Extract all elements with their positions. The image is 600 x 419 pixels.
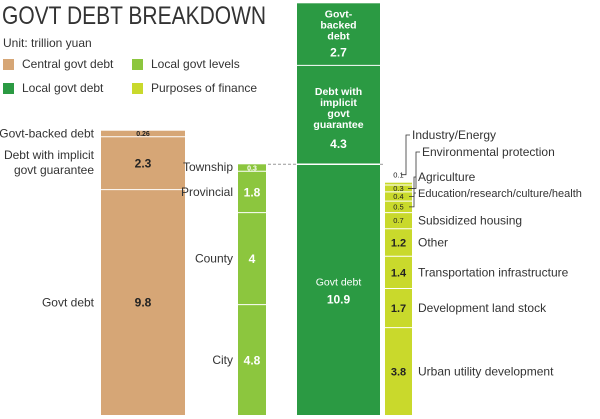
data-label: 0.26 — [136, 131, 150, 138]
bar-segment — [101, 189, 185, 415]
legend-purposes: Purposes of finance — [132, 81, 257, 95]
data-label: 1.8 — [244, 185, 261, 199]
bar-segment — [238, 212, 266, 305]
category-label: govt — [327, 108, 350, 120]
bar-segment — [238, 171, 266, 213]
data-label: 1.2 — [391, 238, 406, 250]
bar-segment — [385, 185, 412, 192]
data-label: 0.3 — [247, 165, 257, 172]
bar-segment — [297, 164, 380, 415]
category-label: Industry/Energy — [412, 128, 496, 142]
bar-segment — [385, 228, 412, 257]
category-label: Development land stock — [418, 301, 547, 315]
data-label: 10.9 — [327, 293, 351, 307]
bar-segment — [385, 201, 412, 213]
bar-segment — [101, 136, 185, 190]
data-label: 9.8 — [135, 296, 152, 310]
category-label: Govt debt — [42, 295, 95, 309]
data-label: 4 — [249, 252, 256, 266]
category-label: govt guarantee — [14, 163, 94, 177]
data-label: 3.8 — [391, 366, 406, 378]
category-label: Provincial — [181, 185, 233, 199]
bar-segment — [385, 327, 412, 415]
bar-segment — [297, 65, 380, 165]
category-label: Township — [183, 160, 233, 174]
category-label: Govt- — [325, 8, 353, 20]
category-label: Agriculture — [418, 170, 476, 184]
data-label: 0.1 — [393, 171, 403, 180]
data-label: 2.3 — [135, 156, 152, 170]
bar-segment — [101, 130, 185, 137]
legend-central: Central govt debt — [3, 57, 113, 71]
legend-swatch — [3, 82, 14, 94]
category-label: Education/research/culture/health — [418, 188, 582, 200]
legend-label: Central govt debt — [22, 57, 114, 71]
leader-line — [401, 134, 410, 176]
chart-title: GOVT DEBT BREAKDOWN — [2, 2, 267, 30]
category-label: County — [195, 252, 233, 266]
category-label: City — [212, 353, 233, 367]
category-label: Environmental protection — [422, 145, 555, 159]
legend-levels: Local govt levels — [132, 57, 240, 71]
leader-line — [408, 151, 420, 189]
category-label: implicit — [320, 97, 357, 109]
category-label: Subsidized housing — [418, 214, 522, 228]
category-label: debt — [327, 30, 350, 42]
legend-swatch — [132, 82, 143, 94]
category-label: Govt-backed debt — [0, 127, 95, 141]
bar-segment — [385, 288, 412, 328]
bar-segment — [385, 191, 412, 202]
legend-local: Local govt debt — [3, 81, 103, 95]
leader-line — [409, 176, 416, 197]
data-label: 4.3 — [330, 137, 347, 151]
data-label: 0.5 — [393, 202, 403, 211]
data-label: 1.7 — [391, 303, 406, 315]
category-label: Other — [418, 236, 448, 250]
bar-segment — [238, 304, 266, 415]
bar-segment — [385, 212, 412, 229]
data-label: 4.8 — [244, 353, 261, 367]
category-label: Debt with implicit — [4, 148, 95, 162]
legend-swatch — [3, 58, 14, 70]
legend-label: Purposes of finance — [151, 81, 258, 95]
unit-label: Unit: trillion yuan — [3, 36, 92, 50]
leader-line — [409, 192, 416, 208]
data-label: 0.4 — [393, 192, 403, 201]
legend-swatch — [132, 58, 143, 70]
category-label: backed — [320, 19, 356, 31]
bar-segment — [385, 182, 412, 185]
bar-segment — [385, 256, 412, 289]
data-label: 0.7 — [393, 216, 403, 225]
category-label: guarantee — [313, 119, 363, 131]
data-label: 2.7 — [330, 45, 347, 59]
category-label: Govt debt — [316, 277, 362, 289]
bar-segment — [297, 3, 380, 66]
data-label: 1.4 — [391, 267, 407, 279]
legend-label: Local govt levels — [151, 57, 240, 71]
bar-segment — [238, 164, 266, 172]
legend-label: Local govt debt — [22, 81, 104, 95]
category-label: Debt with — [315, 86, 362, 98]
category-label: Urban utility development — [418, 364, 554, 378]
data-label: 0.3 — [393, 184, 403, 193]
category-label: Transportation infrastructure — [418, 265, 569, 279]
